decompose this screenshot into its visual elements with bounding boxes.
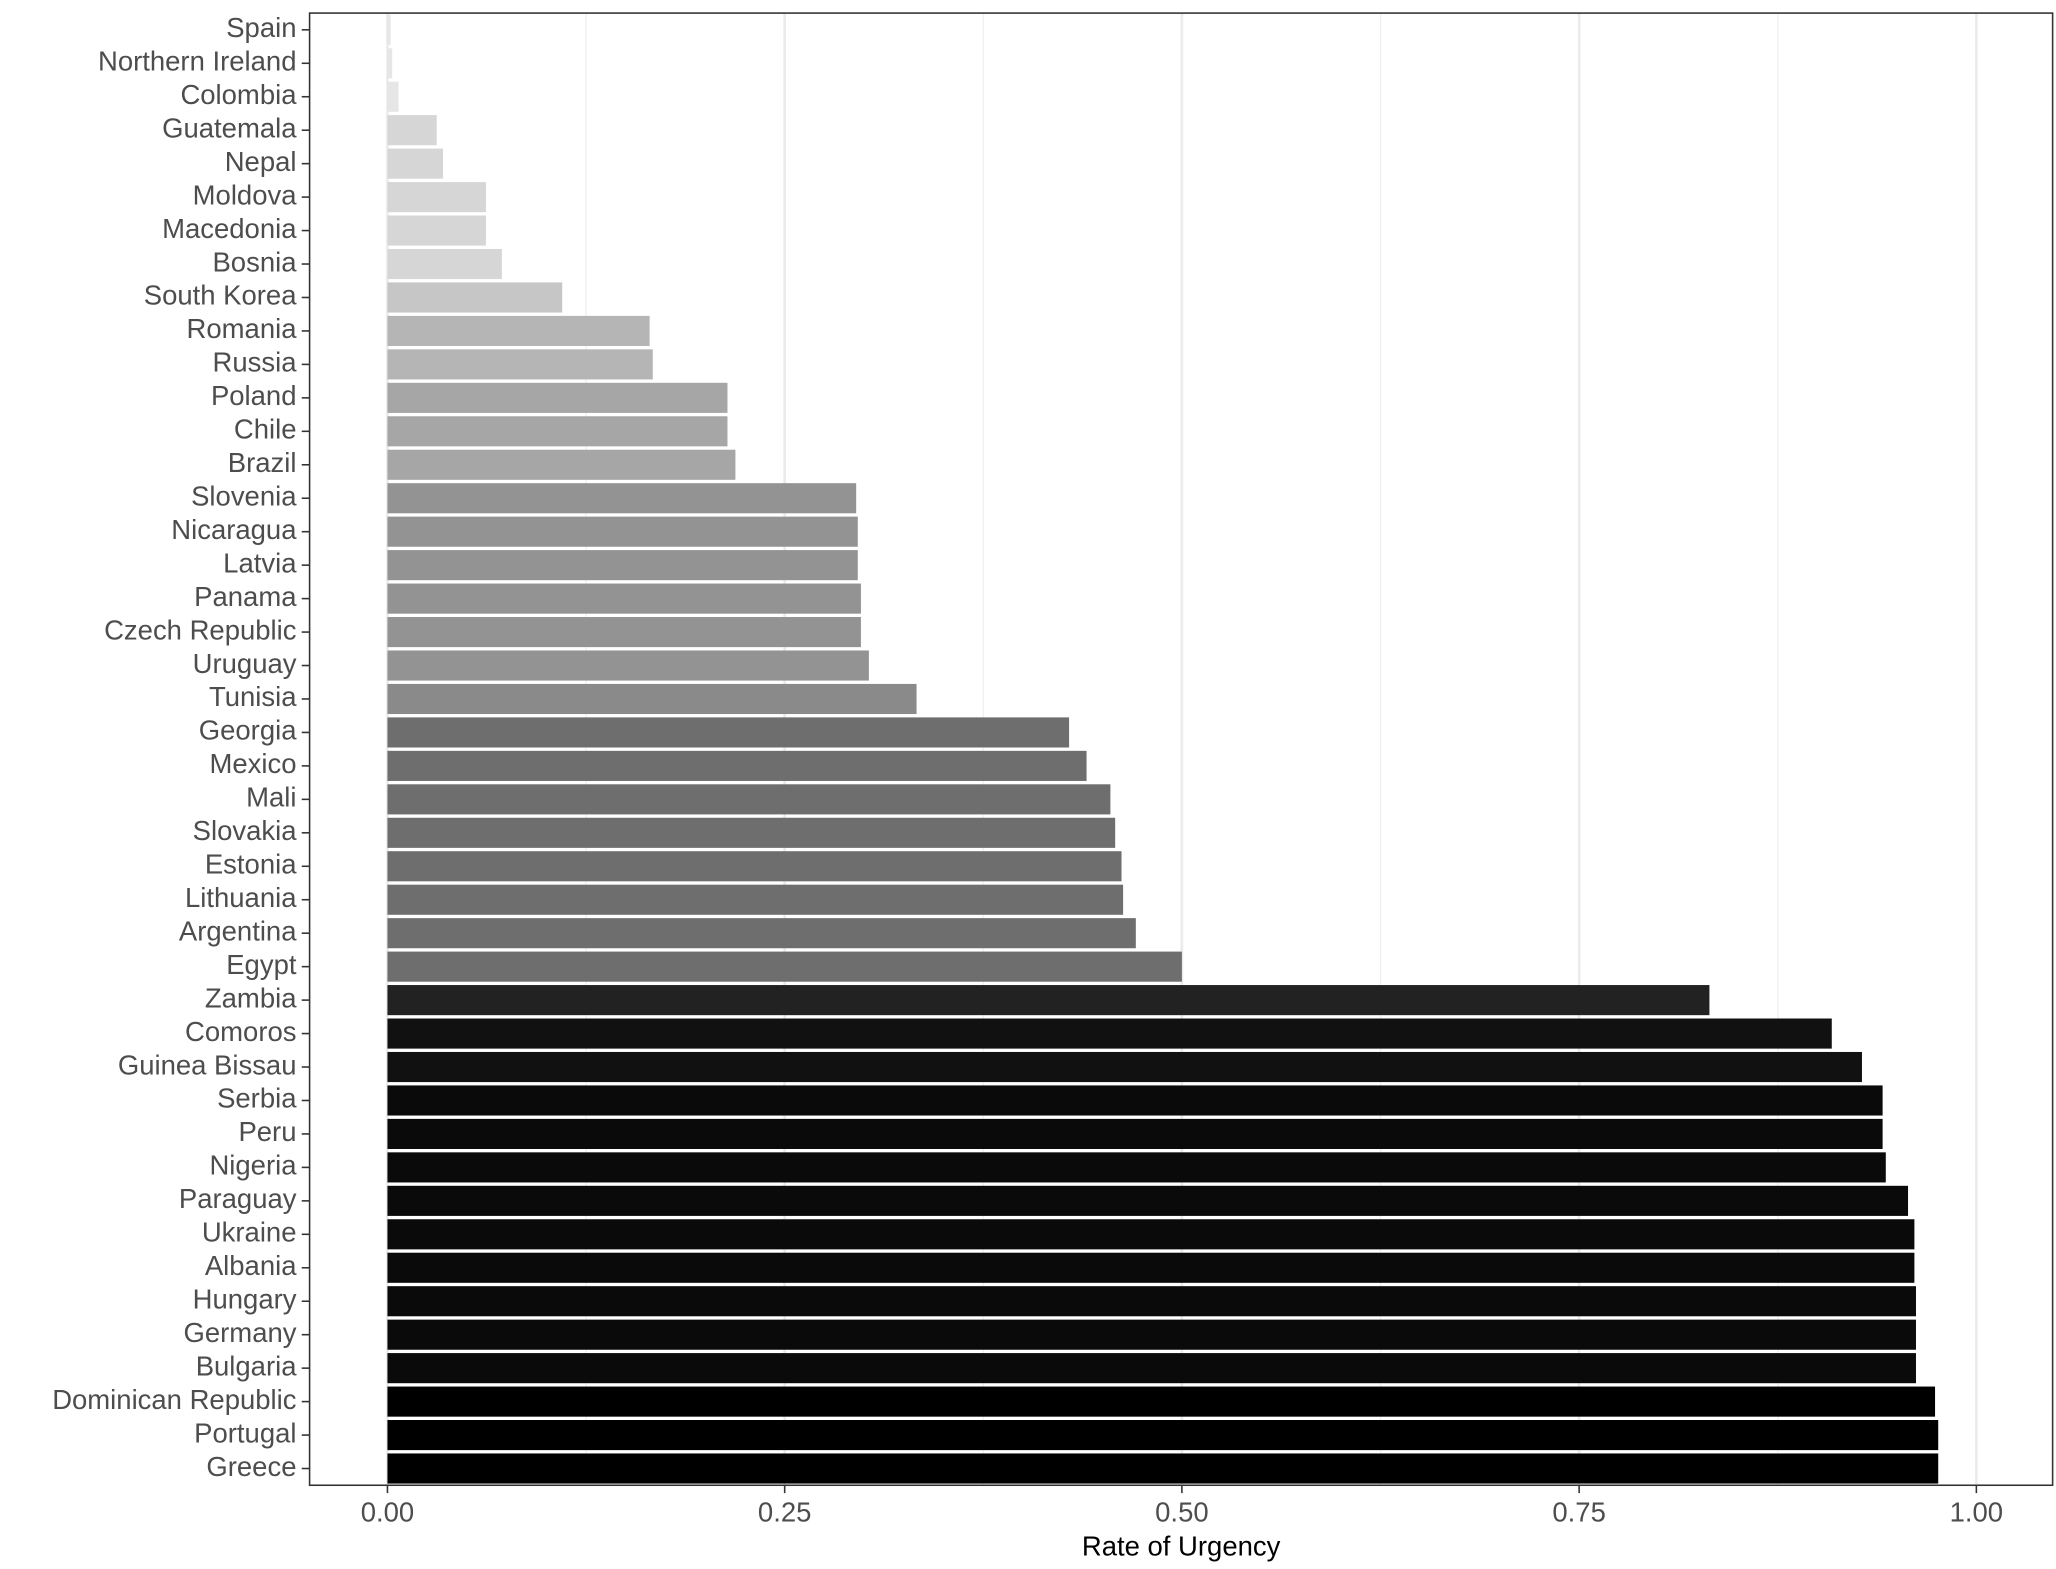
bar — [387, 550, 858, 581]
bar — [387, 817, 1116, 848]
bar — [387, 215, 486, 246]
bar — [387, 650, 869, 681]
bar — [387, 382, 728, 413]
y-tick-label: Portugal — [194, 1417, 296, 1448]
bar — [387, 1453, 1939, 1484]
bar — [387, 951, 1182, 982]
y-tick-label: Panama — [194, 581, 297, 612]
y-tick-label: Slovenia — [191, 480, 297, 511]
y-tick-label: South Korea — [144, 280, 297, 311]
y-tick-label: Nicaragua — [171, 514, 297, 545]
bar — [387, 248, 502, 280]
bar — [387, 1252, 1915, 1283]
y-tick-label: Serbia — [217, 1083, 297, 1114]
bar — [387, 81, 399, 112]
bar — [387, 985, 1710, 1016]
bar — [387, 1353, 1916, 1384]
bar — [387, 1118, 1883, 1149]
x-tick-label: 0.00 — [361, 1496, 414, 1527]
y-tick-label: Greece — [206, 1451, 296, 1482]
bar — [387, 1420, 1939, 1451]
bar — [387, 1051, 1862, 1083]
y-tick-label: Estonia — [205, 849, 297, 880]
y-tick-label: Russia — [213, 347, 298, 378]
y-tick-label: Uruguay — [193, 648, 297, 679]
bar — [387, 483, 857, 514]
panel-border — [308, 12, 2054, 1487]
bar — [387, 750, 1087, 781]
bar — [387, 148, 444, 179]
y-tick-label: Bulgaria — [196, 1350, 298, 1381]
y-tick-label: Mali — [246, 782, 296, 813]
x-axis-title: Rate of Urgency — [1082, 1530, 1281, 1561]
y-tick-label: Northern Ireland — [98, 46, 297, 77]
y-tick-label: Moldova — [193, 179, 298, 210]
bar — [387, 1152, 1886, 1183]
bar — [387, 449, 736, 480]
y-tick-label: Latvia — [223, 547, 297, 578]
bar — [387, 1219, 1915, 1250]
bar — [387, 1018, 1832, 1049]
y-tick-label: Germany — [184, 1317, 297, 1348]
bar — [387, 717, 1070, 748]
y-tick-label: Colombia — [180, 79, 297, 110]
bar — [387, 516, 858, 547]
bar — [387, 1286, 1916, 1317]
y-tick-label: Argentina — [179, 915, 297, 946]
bar — [387, 583, 861, 614]
bar — [387, 884, 1124, 915]
y-tick-label: Chile — [234, 414, 297, 445]
y-tick-label: Comoros — [185, 1016, 296, 1047]
y-tick-label: Ukraine — [202, 1217, 297, 1248]
x-tick-label: 0.25 — [758, 1496, 811, 1527]
y-tick-label: Brazil — [228, 447, 297, 478]
y-tick-label: Tunisia — [209, 681, 297, 712]
x-tick-label: 1.00 — [1950, 1496, 2003, 1527]
y-tick-label: Albania — [205, 1250, 297, 1281]
bar — [387, 48, 393, 79]
y-tick-label: Hungary — [193, 1283, 297, 1314]
bar — [387, 1185, 1909, 1216]
bar — [387, 315, 650, 346]
y-tick-label: Paraguay — [179, 1183, 297, 1214]
bar — [387, 282, 563, 313]
bar — [387, 1319, 1916, 1350]
bar — [387, 784, 1111, 815]
y-tick-label: Macedonia — [162, 213, 297, 244]
bar — [387, 683, 917, 715]
y-tick-label: Guatemala — [162, 112, 297, 143]
bar — [387, 182, 486, 213]
y-tick-label: Zambia — [205, 982, 297, 1013]
x-tick-label: 0.75 — [1552, 1496, 1605, 1527]
bar — [387, 416, 728, 447]
y-tick-label: Slovakia — [193, 815, 298, 846]
x-tick-label: 0.50 — [1155, 1496, 1208, 1527]
bar — [387, 115, 437, 146]
y-tick-label: Czech Republic — [104, 614, 297, 645]
bar — [387, 918, 1136, 949]
y-tick-label: Nigeria — [209, 1150, 297, 1181]
y-tick-label: Spain — [226, 12, 296, 43]
y-tick-label: Lithuania — [185, 882, 297, 913]
y-tick-label: Peru — [238, 1116, 296, 1147]
bar — [387, 14, 391, 45]
y-tick-label: Georgia — [199, 715, 297, 746]
y-tick-label: Egypt — [226, 949, 297, 980]
bar — [387, 349, 653, 380]
y-tick-label: Bosnia — [212, 246, 297, 277]
y-tick-label: Guinea Bissau — [118, 1049, 297, 1080]
y-tick-label: Romania — [187, 313, 298, 344]
bar — [387, 1085, 1883, 1116]
bar — [387, 851, 1122, 882]
bar — [387, 617, 861, 648]
y-tick-label: Mexico — [209, 748, 296, 779]
bar — [387, 1386, 1936, 1417]
y-tick-label: Dominican Republic — [52, 1384, 297, 1415]
y-tick-label: Poland — [211, 380, 297, 411]
y-tick-label: Nepal — [225, 146, 297, 177]
